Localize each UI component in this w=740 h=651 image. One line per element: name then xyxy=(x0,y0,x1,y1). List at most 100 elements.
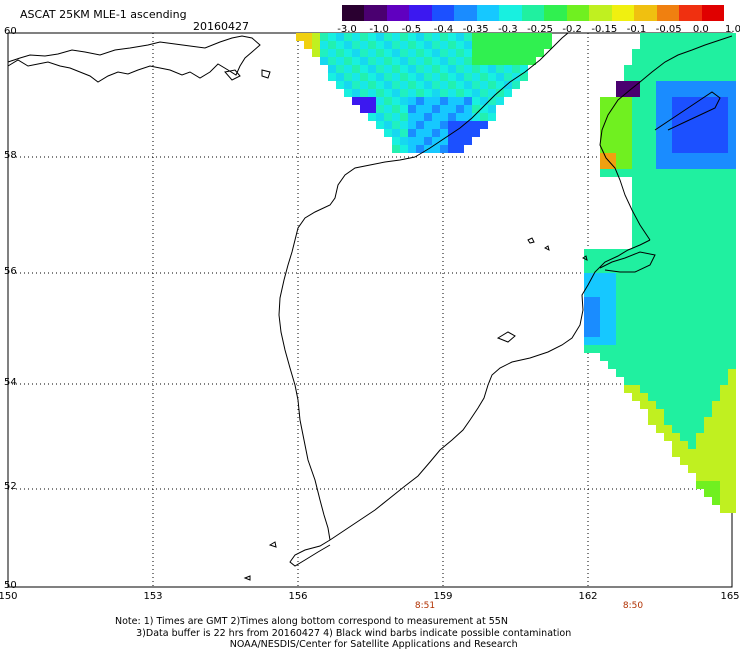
swath-cell xyxy=(672,377,680,385)
swath-cell xyxy=(632,113,640,121)
swath-cell xyxy=(416,57,424,65)
swath-cell xyxy=(400,97,408,105)
swath-cell xyxy=(624,313,632,321)
swath-cell xyxy=(448,57,456,65)
swath-cell xyxy=(536,41,544,49)
colorbar-label: -3.0 xyxy=(337,24,357,35)
swath-cell xyxy=(600,313,608,321)
swath-cell xyxy=(728,313,736,321)
swath-cell xyxy=(432,89,440,97)
swath-cell xyxy=(584,265,592,273)
swath-cell xyxy=(664,225,672,233)
swath-cell xyxy=(632,273,640,281)
scatterometer-swath xyxy=(296,33,736,513)
swath-cell xyxy=(432,97,440,105)
swath-cell xyxy=(728,225,736,233)
swath-cell xyxy=(440,121,448,129)
swath-cell xyxy=(648,385,656,393)
swath-cell xyxy=(408,65,416,73)
swath-cell xyxy=(368,105,376,113)
swath-cell xyxy=(720,433,728,441)
swath-cell xyxy=(656,369,664,377)
swath-cell xyxy=(712,441,720,449)
swath-cell xyxy=(728,169,736,177)
swath-cell xyxy=(728,433,736,441)
swath-cell xyxy=(712,105,720,113)
swath-cell xyxy=(648,33,656,41)
swath-cell xyxy=(680,393,688,401)
swath-cell xyxy=(720,297,728,305)
colorbar-label: -0.05 xyxy=(655,24,682,35)
swath-cell xyxy=(320,57,328,65)
swath-cell xyxy=(728,377,736,385)
swath-cell xyxy=(336,81,344,89)
swath-cell xyxy=(672,401,680,409)
swath-cell xyxy=(688,401,696,409)
swath-cell xyxy=(528,57,536,65)
swath-cell xyxy=(704,281,712,289)
swath-cell xyxy=(712,305,720,313)
swath-cell xyxy=(728,441,736,449)
swath-cell xyxy=(672,49,680,57)
swath-cell xyxy=(688,137,696,145)
swath-cell xyxy=(640,121,648,129)
swath-cell xyxy=(520,65,528,73)
swath-cell xyxy=(672,185,680,193)
swath-cell xyxy=(640,393,648,401)
swath-cell xyxy=(616,169,624,177)
swath-cell xyxy=(424,97,432,105)
swath-cell xyxy=(632,209,640,217)
x-tick-label: 156 xyxy=(288,591,308,602)
swath-cell xyxy=(664,265,672,273)
swath-cell xyxy=(448,33,456,41)
swath-cell xyxy=(448,49,456,57)
swath-cell xyxy=(696,289,704,297)
swath-cell xyxy=(664,73,672,81)
swath-cell xyxy=(672,385,680,393)
swath-cell xyxy=(712,137,720,145)
swath-cell xyxy=(640,321,648,329)
swath-cell xyxy=(712,473,720,481)
swath-cell xyxy=(720,473,728,481)
swath-cell xyxy=(336,49,344,57)
swath-cell xyxy=(680,433,688,441)
swath-cell xyxy=(648,337,656,345)
swath-cell xyxy=(600,129,608,137)
swath-cell xyxy=(656,281,664,289)
swath-cell xyxy=(720,329,728,337)
swath-cell xyxy=(664,305,672,313)
swath-cell xyxy=(720,177,728,185)
swath-cell xyxy=(672,113,680,121)
swath-cell xyxy=(696,305,704,313)
colorbar-swatch xyxy=(634,5,657,21)
swath-cell xyxy=(592,337,600,345)
swath-cell xyxy=(600,321,608,329)
swath-cell xyxy=(704,145,712,153)
swath-cell xyxy=(464,113,472,121)
swath-cell xyxy=(656,169,664,177)
swath-cell xyxy=(712,233,720,241)
swath-cell xyxy=(680,273,688,281)
swath-cell xyxy=(672,73,680,81)
swath-cell xyxy=(728,481,736,489)
colorbar-swatch xyxy=(611,5,635,21)
swath-cell xyxy=(400,137,408,145)
swath-cell xyxy=(616,297,624,305)
swath-cell xyxy=(728,273,736,281)
colorbar-swatch xyxy=(566,5,590,21)
swath-cell xyxy=(632,201,640,209)
swath-cell xyxy=(608,113,616,121)
swath-cell xyxy=(400,145,408,153)
swath-cell xyxy=(624,81,632,89)
swath-cell xyxy=(720,457,728,465)
swath-cell xyxy=(640,105,648,113)
swath-cell xyxy=(720,89,728,97)
swath-cell xyxy=(672,241,680,249)
swath-cell xyxy=(376,65,384,73)
swath-cell xyxy=(472,49,480,57)
swath-cell xyxy=(664,89,672,97)
swath-cell xyxy=(648,121,656,129)
swath-cell xyxy=(448,81,456,89)
swath-cell xyxy=(664,137,672,145)
swath-cell xyxy=(632,289,640,297)
